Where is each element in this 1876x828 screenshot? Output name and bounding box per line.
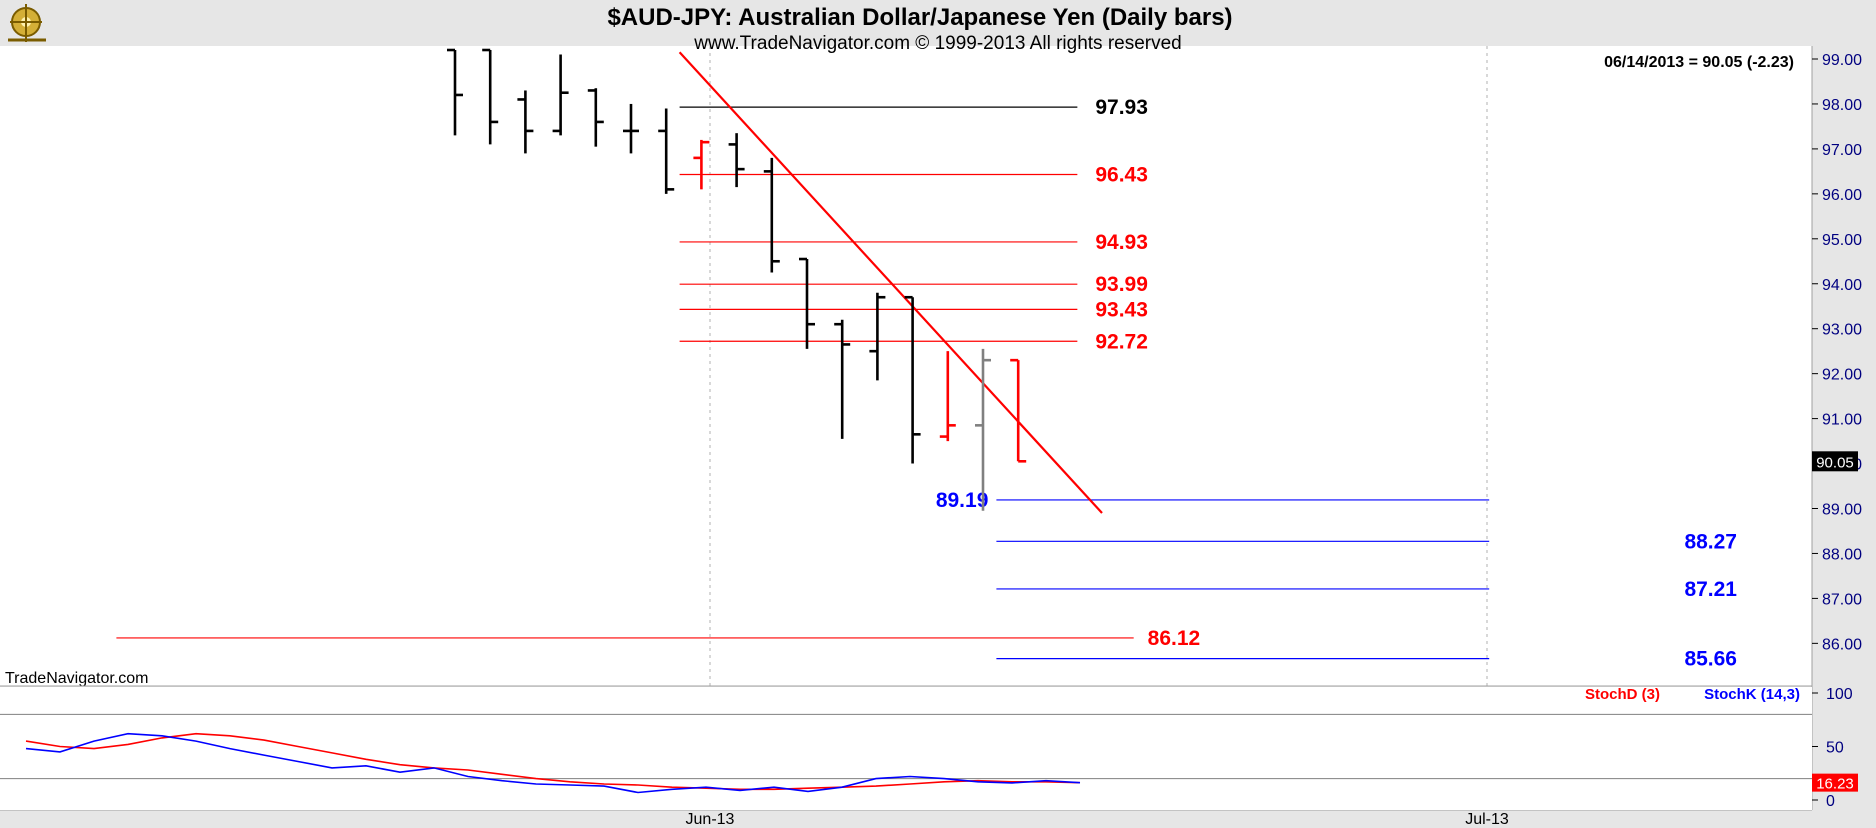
chart-title: $AUD-JPY: Australian Dollar/Japanese Yen…: [607, 4, 1232, 31]
stoch-tick-label: 0: [1826, 793, 1835, 810]
ohlc-bar: [939, 351, 956, 442]
ohlc-bar: [482, 48, 499, 145]
level-label: 86.12: [1148, 627, 1201, 650]
ohlc-bar: [447, 48, 463, 136]
stoch-tick-label: 100: [1826, 686, 1853, 703]
stoch-last-tag: [1812, 773, 1858, 792]
ohlc-bar: [834, 319, 851, 439]
price-plot-area: [0, 46, 1812, 686]
ohlc-bar: [869, 292, 886, 381]
stoch-d-series: [25, 732, 1081, 791]
legend-stoch-d: StochD (3): [1585, 686, 1660, 703]
price-tick-label: 93.00: [1822, 322, 1862, 339]
price-tick-label: 89.00: [1822, 502, 1862, 519]
trendline: [678, 51, 1103, 514]
price-tick-label: 95.00: [1822, 232, 1862, 249]
level-label: 97.93: [1095, 96, 1148, 119]
price-y-axis: 86.0087.0088.0089.0090.0091.0092.0093.00…: [1812, 52, 1862, 653]
level-label: 96.43: [1095, 164, 1148, 187]
price-tick-label: 94.00: [1822, 277, 1862, 294]
price-tick-label: 86.00: [1822, 636, 1862, 653]
ohlc-bar: [623, 103, 639, 154]
level-label: 88.27: [1684, 530, 1737, 553]
stoch-plot-area: [0, 687, 1812, 810]
last-price-tag: [1812, 451, 1858, 472]
level-label: 92.72: [1095, 330, 1148, 353]
stoch-k-series: [25, 732, 1081, 794]
stoch-tick-label: 50: [1826, 740, 1844, 757]
ohlc-bar: [728, 133, 745, 188]
ohlc-bar: [693, 139, 710, 190]
legend-stoch-k: StochK (14,3): [1704, 686, 1800, 703]
last-price-label: 90.05: [1816, 454, 1854, 471]
level-label: 85.66: [1684, 648, 1737, 671]
chart-subtitle: www.TradeNavigator.com © 1999-2013 All r…: [693, 33, 1181, 54]
level-label: 94.93: [1095, 231, 1148, 254]
ohlc-bars: [447, 48, 1027, 511]
price-tick-label: 92.00: [1822, 367, 1862, 384]
level-label: 93.99: [1095, 273, 1148, 296]
price-tick-label: 88.00: [1822, 546, 1862, 563]
price-tick-label: 99.00: [1822, 52, 1862, 69]
level-label: 87.21: [1684, 578, 1737, 601]
ohlc-bar: [763, 157, 780, 273]
ohlc-bar: [552, 54, 569, 136]
ohlc-bar: [658, 108, 675, 194]
stoch-y-axis: 0 50 100: [1812, 686, 1853, 810]
ohlc-bar: [904, 295, 921, 464]
price-tick-label: 96.00: [1822, 187, 1862, 204]
price-tick-label: 91.00: [1822, 412, 1862, 429]
price-tick-label: 87.00: [1822, 591, 1862, 608]
level-label: 93.43: [1095, 298, 1148, 321]
down-trendline: [678, 51, 1103, 514]
ohlc-bar: [517, 90, 534, 154]
x-tick-label: Jun-13: [686, 811, 735, 828]
watermark-text: TradeNavigator.com: [5, 670, 148, 687]
ohlc-bar: [975, 348, 991, 511]
trade-navigator-logo-icon: [8, 4, 46, 42]
price-tick-label: 98.00: [1822, 97, 1862, 114]
ohlc-bar: [799, 257, 815, 349]
ohlc-bar: [1010, 358, 1027, 463]
ohlc-bar: [587, 88, 604, 147]
x-tick-label: Jul-13: [1465, 811, 1509, 828]
level-label: 89.19: [936, 489, 989, 512]
last-quote: 06/14/2013 = 90.05 (-2.23): [1604, 54, 1794, 71]
stoch-last-label: 16.23: [1816, 776, 1854, 793]
price-tick-label: 97.00: [1822, 142, 1862, 159]
